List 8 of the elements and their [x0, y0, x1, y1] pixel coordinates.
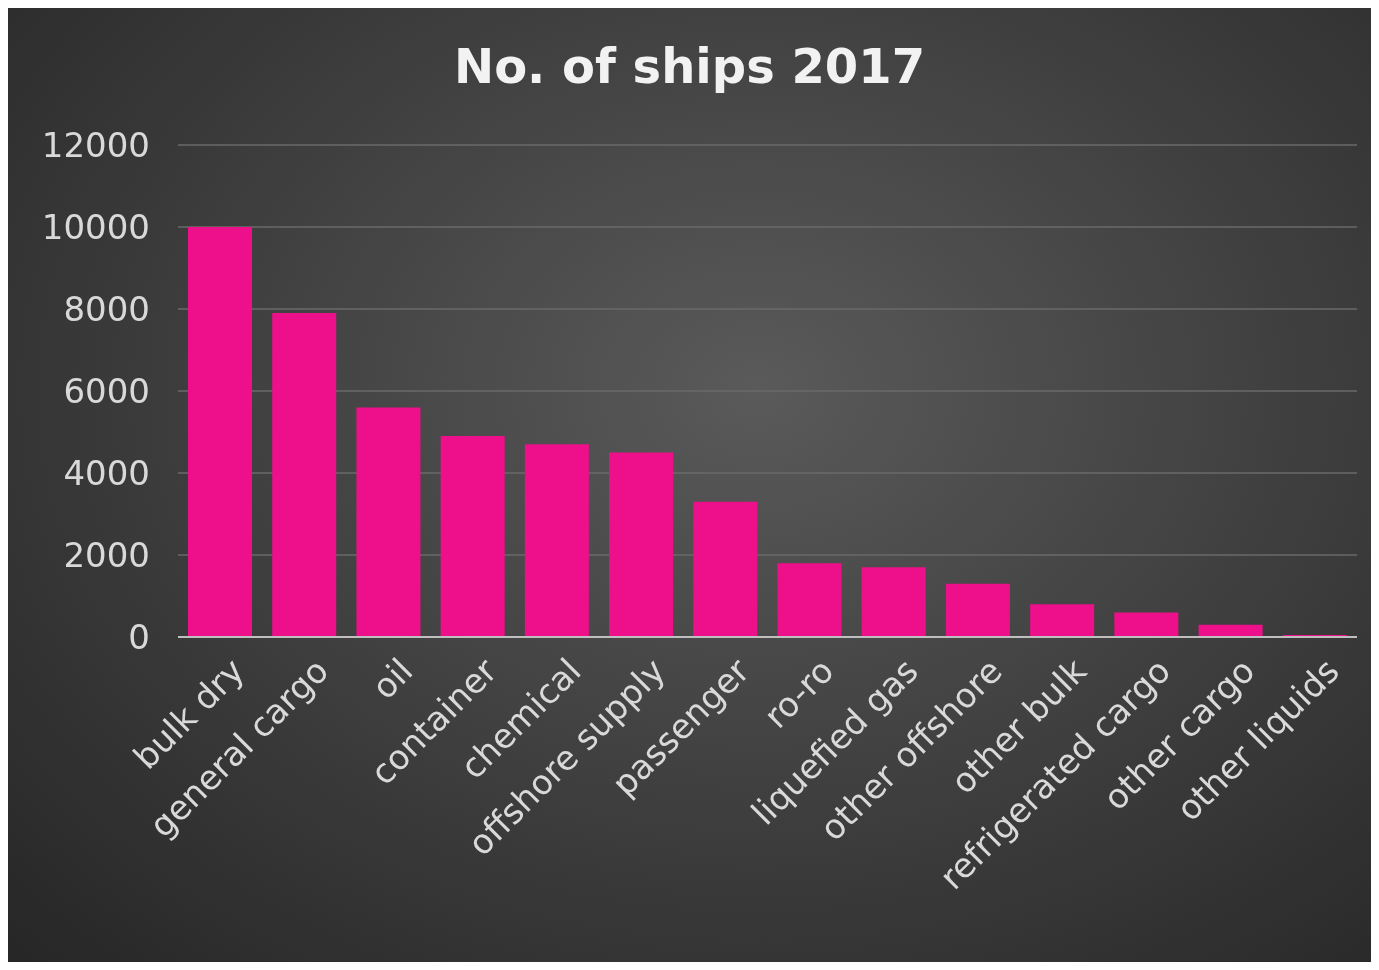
y-tick-label: 2000 [63, 535, 150, 576]
y-tick-label: 10000 [41, 207, 150, 248]
y-tick-label: 0 [128, 617, 150, 658]
chart-title: No. of ships 2017 [452, 38, 927, 94]
y-tick-label: 8000 [63, 289, 150, 330]
y-tick-label: 4000 [63, 453, 150, 494]
y-tick-label: 6000 [63, 371, 150, 412]
y-tick-label: 12000 [41, 125, 150, 166]
